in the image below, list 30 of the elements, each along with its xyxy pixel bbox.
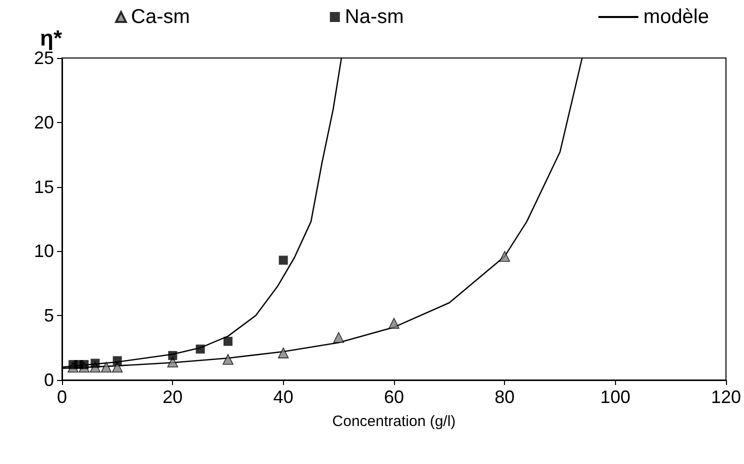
x-tick-label: 0 xyxy=(56,387,68,407)
x-tick-label: 100 xyxy=(600,387,630,407)
y-tick-label: 0 xyxy=(44,370,54,390)
x-tick-label: 40 xyxy=(273,387,294,407)
x-tick-label: 60 xyxy=(384,387,404,407)
y-tick-label: 10 xyxy=(34,241,54,262)
y-tick-label: 20 xyxy=(34,112,54,132)
point xyxy=(196,344,205,354)
legend-label: modèle xyxy=(643,6,710,28)
point xyxy=(333,332,344,343)
x-tick-label: 80 xyxy=(494,387,515,407)
point xyxy=(223,336,232,346)
point xyxy=(90,358,100,368)
y-axis-title: η* xyxy=(40,26,62,51)
legend-label: Ca-sm xyxy=(131,6,190,28)
y-tick-label: 5 xyxy=(44,306,54,326)
point xyxy=(388,318,400,329)
point xyxy=(100,362,112,373)
point xyxy=(499,250,510,262)
x-tick-label: 120 xyxy=(710,387,742,407)
x-tick-label: 20 xyxy=(162,387,183,407)
point xyxy=(168,351,178,360)
legend-label: Na-sm xyxy=(344,6,404,28)
y-tick-label: 15 xyxy=(34,176,54,197)
point xyxy=(278,348,289,358)
x-axis-title: Concentration (g/l) xyxy=(332,413,456,430)
point xyxy=(80,360,89,370)
point xyxy=(112,356,122,366)
point xyxy=(278,256,288,265)
point xyxy=(222,354,234,365)
